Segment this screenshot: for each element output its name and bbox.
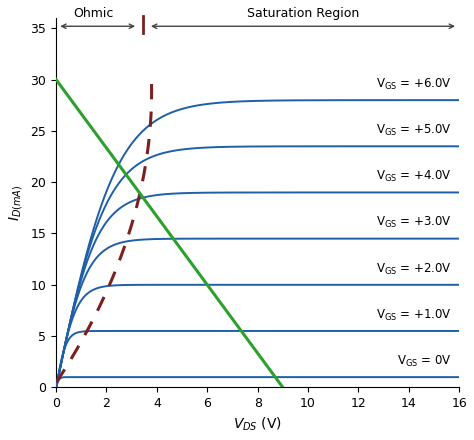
Y-axis label: $I_{D(mA)}$: $I_{D(mA)}$ [7,184,25,221]
Text: $\mathregular{V_{GS}}$ = +5.0V: $\mathregular{V_{GS}}$ = +5.0V [376,123,452,138]
Text: Saturation Region: Saturation Region [247,7,359,20]
X-axis label: $V_{DS}$ (V): $V_{DS}$ (V) [233,416,282,433]
Text: $\mathregular{V_{GS}}$ = +1.0V: $\mathregular{V_{GS}}$ = +1.0V [376,308,452,323]
Text: $\mathregular{V_{GS}}$ = 0V: $\mathregular{V_{GS}}$ = 0V [397,354,452,369]
Text: $\mathregular{V_{GS}}$ = +3.0V: $\mathregular{V_{GS}}$ = +3.0V [376,215,452,231]
Text: Ohmic: Ohmic [73,7,114,20]
Text: $\mathregular{V_{GS}}$ = +6.0V: $\mathregular{V_{GS}}$ = +6.0V [376,77,452,92]
Text: $\mathregular{V_{GS}}$ = +4.0V: $\mathregular{V_{GS}}$ = +4.0V [376,169,452,184]
Text: $\mathregular{V_{GS}}$ = +2.0V: $\mathregular{V_{GS}}$ = +2.0V [376,261,452,277]
